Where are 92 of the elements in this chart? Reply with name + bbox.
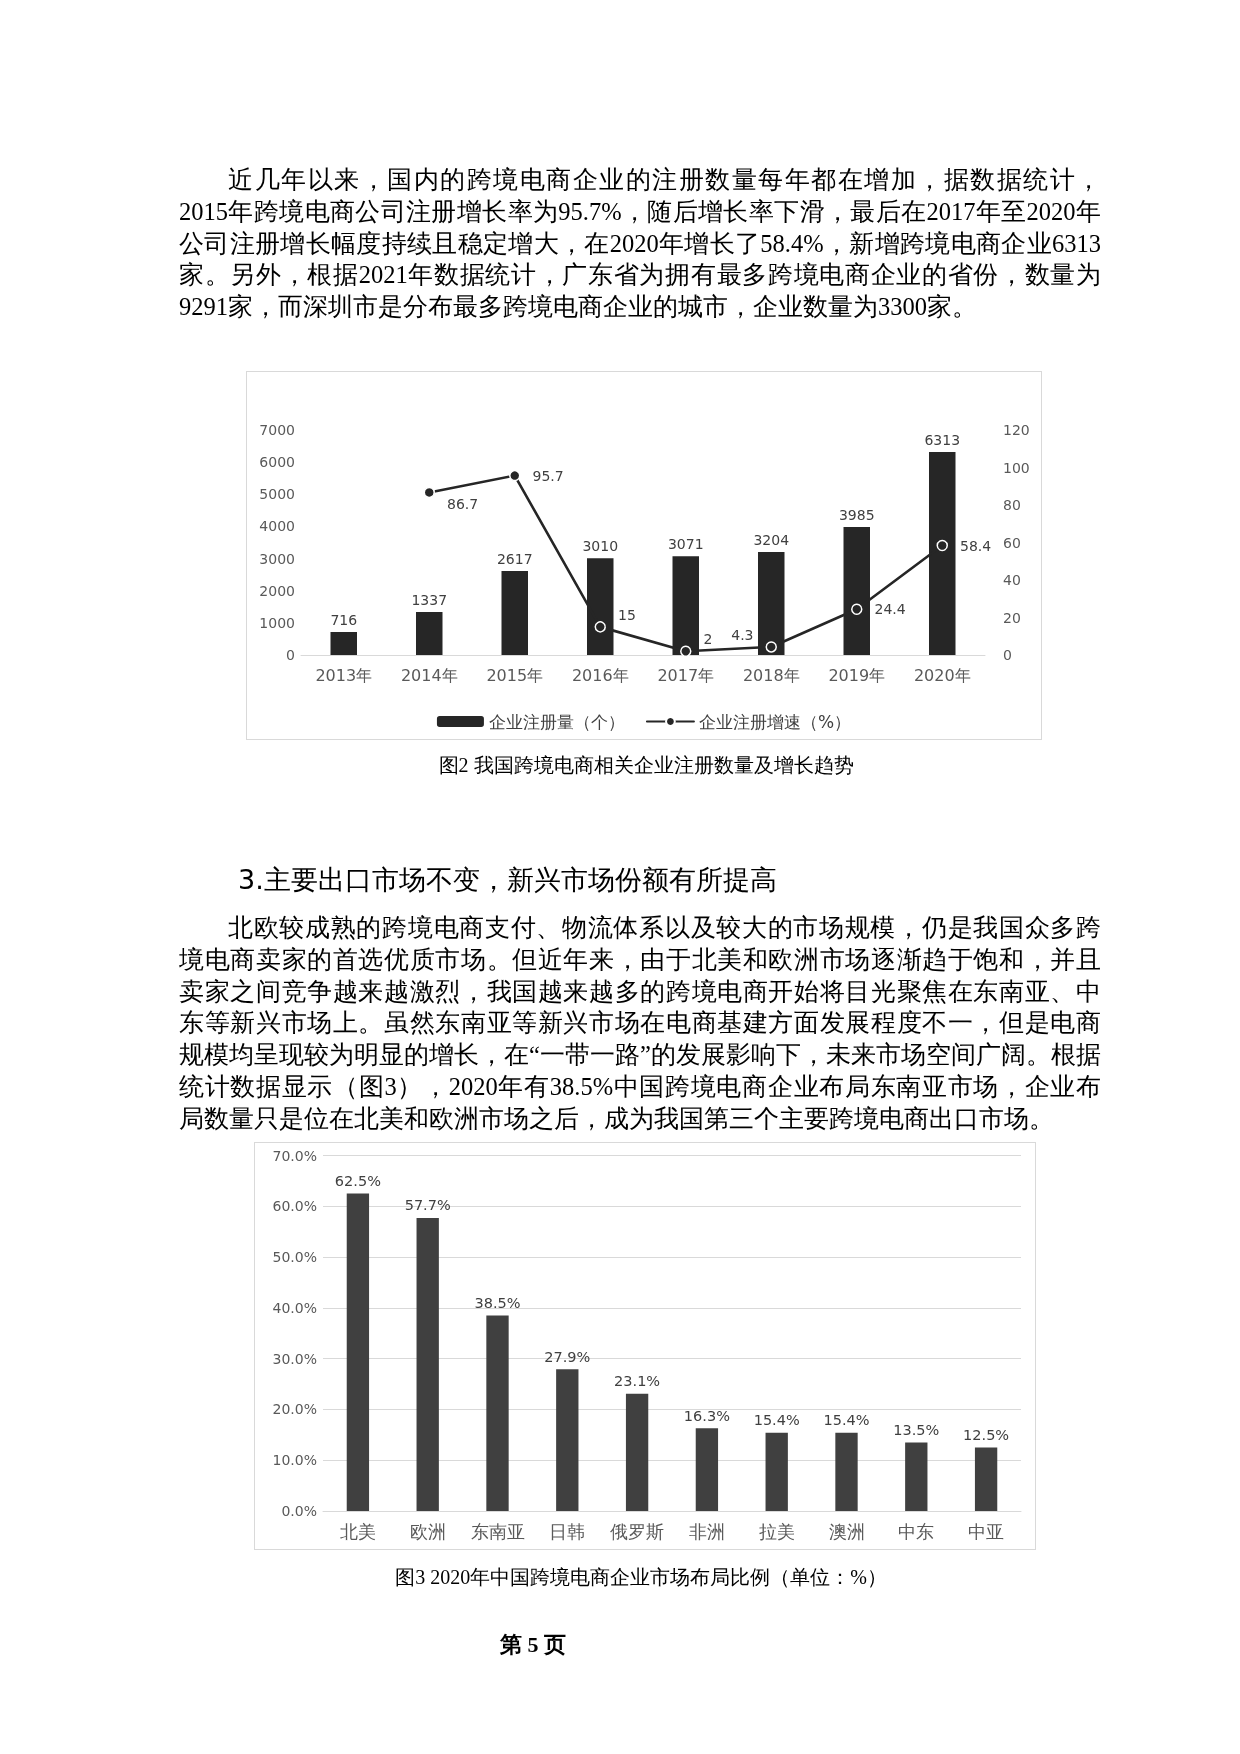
y-tick-label: 4000: [259, 518, 295, 535]
y-tick-label: 0: [286, 647, 295, 663]
y2-tick-label: 100: [1003, 459, 1030, 476]
y-tick-label: 6000: [259, 454, 295, 471]
y2-tick-label: 120: [1003, 422, 1030, 438]
data-label: 3204: [753, 532, 790, 549]
data-label: 2: [703, 631, 713, 648]
data-label: 4.3: [731, 626, 754, 643]
x-tick-label: 2017年: [657, 665, 715, 685]
x-tick-label: 欧洲: [409, 1520, 446, 1542]
bar: [835, 1432, 858, 1511]
point: [936, 539, 948, 552]
bar: [905, 1442, 928, 1511]
data-label: 3071: [667, 536, 704, 553]
x-tick-label: 日韩: [549, 1520, 586, 1542]
data-label: 15: [618, 606, 636, 623]
point: [851, 603, 863, 615]
bar: [974, 1447, 998, 1511]
data-label: 38.5%: [474, 1294, 521, 1311]
text: 图3 2020年中国跨境电商企业市场布局比例（单位：%）: [394, 1565, 888, 1590]
y2-tick-label: 80: [1003, 497, 1021, 513]
data-label: 3010: [582, 538, 619, 555]
point: [680, 645, 692, 657]
y-tick-label: 60.0%: [272, 1198, 317, 1215]
data-label: 13.5%: [893, 1421, 940, 1438]
y-tick-label: 50.0%: [272, 1249, 317, 1266]
y2-tick-label: 0: [1003, 647, 1012, 663]
bar: [501, 570, 528, 655]
data-label: 1337: [411, 592, 448, 609]
bar: [486, 1315, 509, 1511]
x-tick-label: 拉美: [758, 1520, 795, 1542]
x-tick-label: 中亚: [968, 1520, 1005, 1542]
bar: [765, 1432, 788, 1511]
text: 北欧较成熟的跨境电商支付、物流体系以及较大的市场规模，仍是我国众多跨境电商卖家的首选优质市场。但近年来，由于北美和欧洲市场逐渐趋于饱和，并且卖家之间竞争越来越激烈，我国越来越多的跨境电商开始将目光聚焦在东南亚、中东等新兴市场上。虽然东南亚等新兴市场在电商基建方面发展程度不一，但是电商规模均呈现较为明显的增长，在“一带一路”的发展影响下，未来市场空间广阔。根据统计数据显示（图3），2020年有38.5%中国跨境电商企业布局东南亚市场，企业布局数量只是位在北美和欧洲市场之后，成为我国第三个主要跨境电商出口市场。: [179, 913, 1101, 1134]
x-tick-label: 2014年: [400, 665, 458, 685]
data-label: 2617: [496, 550, 533, 567]
data-label: 16.3%: [683, 1407, 730, 1424]
bar: [695, 1428, 719, 1511]
data-label: 23.1%: [614, 1373, 661, 1390]
data-label: 57.7%: [404, 1197, 451, 1214]
y2-tick-label: 40: [1003, 572, 1021, 588]
data-label: 24.4: [874, 601, 906, 618]
y-tick-label: 30.0%: [272, 1350, 317, 1367]
x-tick-label: 东南亚: [470, 1520, 525, 1542]
bar: [625, 1393, 649, 1511]
x-tick-label: 2015年: [486, 665, 544, 685]
text: 3.主要出口市场不变，新兴市场份额有所提高: [238, 863, 777, 897]
text: 图2 我国跨境电商相关企业注册数量及增长趋势: [437, 753, 855, 778]
y-tick-label: 7000: [259, 422, 295, 438]
legend-label: 企业注册增速（%）: [698, 711, 852, 732]
bar: [330, 631, 357, 655]
data-label: 62.5%: [334, 1173, 381, 1190]
bar: [346, 1193, 370, 1511]
bar: [416, 1217, 439, 1511]
y2-tick-label: 20: [1003, 609, 1021, 626]
x-tick-label: 中东: [898, 1520, 935, 1542]
bar: [556, 1369, 579, 1511]
x-tick-label: 澳洲: [828, 1520, 865, 1542]
point: [765, 641, 777, 653]
text: 近几年以来，国内的跨境电商企业的注册数量每年都在增加，据数据统计，2015年跨境电商公司注册增长率为95.7%，随后增长率下滑，最后在2017年至2020年公司注册增长幅度持续且稳定增大，在2020年增长了58.4%，新增跨境电商企业6313家。另外，根据2021年数据统计，广东省为拥有最多跨境电商企业的省份，数量为9291家，而深圳市是分布最多跨境电商企业的城市，企业数量为3300家。: [179, 165, 1101, 323]
x-tick-label: 2018年: [742, 665, 800, 685]
bar: [416, 612, 443, 655]
data-label: 86.7: [447, 496, 479, 513]
x-tick-label: 2013年: [315, 665, 373, 685]
x-tick-label: 2020年: [913, 665, 971, 685]
data-label: 27.9%: [544, 1348, 591, 1365]
y-tick-label: 70.0%: [272, 1147, 317, 1164]
data-label: 15.4%: [753, 1412, 800, 1429]
text: 第 5 页: [499, 1631, 567, 1659]
data-label: 95.7: [532, 467, 564, 484]
legend-label: 企业注册量（个）: [488, 711, 625, 732]
y-tick-label: 40.0%: [272, 1299, 317, 1316]
point: [594, 621, 606, 633]
data-label: 15.4%: [823, 1412, 870, 1429]
x-tick-label: 俄罗斯: [610, 1520, 665, 1542]
y-tick-label: 5000: [259, 486, 295, 503]
y-tick-label: 10.0%: [272, 1452, 317, 1469]
y-tick-label: 0.0%: [281, 1503, 317, 1519]
y-tick-label: 2000: [259, 582, 295, 599]
data-label: 12.5%: [963, 1427, 1010, 1444]
y2-tick-label: 60: [1003, 534, 1021, 551]
data-label: 58.4: [960, 537, 992, 554]
data-label: 6313: [924, 432, 961, 449]
data-label: 3985: [838, 506, 875, 523]
x-tick-label: 非洲: [688, 1520, 725, 1542]
y-tick-label: 1000: [259, 614, 295, 631]
x-tick-label: 北美: [339, 1520, 376, 1542]
x-tick-label: 2016年: [571, 665, 629, 685]
x-tick-label: 2019年: [828, 665, 886, 685]
y-tick-label: 3000: [259, 550, 295, 567]
y-tick-label: 20.0%: [272, 1401, 317, 1418]
data-label: 716: [330, 611, 358, 628]
